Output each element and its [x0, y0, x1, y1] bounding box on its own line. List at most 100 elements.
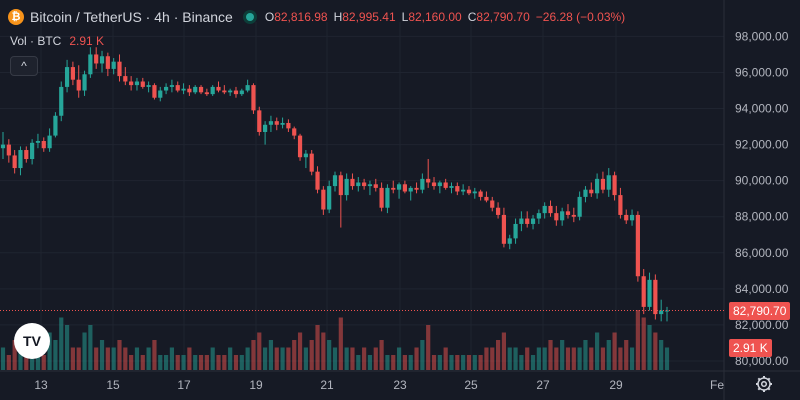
- chevron-up-icon: ^: [21, 59, 27, 73]
- candle-body: [385, 187, 390, 208]
- volume-bar: [6, 355, 11, 370]
- candle-body: [6, 144, 11, 156]
- volume-bar: [222, 355, 227, 370]
- candle-body: [245, 85, 250, 91]
- candle-body: [123, 76, 128, 82]
- candle-body: [466, 189, 472, 194]
- volume-bar: [356, 355, 361, 370]
- price-axis[interactable]: 98,000.00 96,000.00 94,000.00 92,000.00 90,0…: [735, 29, 789, 368]
- volume-bar: [117, 340, 122, 370]
- last-price-tag: 82,790.70: [729, 302, 791, 320]
- candle-body: [327, 186, 332, 210]
- volume-bar: [542, 347, 547, 370]
- candle-body: [519, 218, 524, 224]
- volume-label[interactable]: Vol · BTC: [10, 34, 62, 48]
- candle-body: [362, 182, 367, 187]
- volume-bar: [210, 347, 215, 370]
- candle-body: [297, 135, 303, 158]
- volume-bar: [664, 347, 670, 370]
- candle-body: [443, 182, 448, 188]
- volume-bar: [251, 340, 256, 370]
- volume-bar: [612, 332, 617, 370]
- volume-bar: [554, 347, 559, 370]
- candle-body: [257, 110, 262, 132]
- volume-bar: [292, 340, 297, 370]
- time-tick-label: 23: [393, 378, 407, 392]
- candle-body: [461, 189, 466, 192]
- volume-bar: [490, 347, 495, 370]
- volume-bar: [635, 310, 640, 370]
- ohlc-values: O82,816.98 H82,995.41 L82,160.00 C82,790…: [265, 10, 625, 24]
- tradingview-logo[interactable]: TV: [14, 323, 50, 359]
- candle-body: [129, 81, 134, 86]
- candle-body: [158, 90, 163, 98]
- volume-bar: [595, 332, 600, 370]
- candle-body: [484, 196, 489, 201]
- volume-bar: [99, 340, 105, 370]
- collapse-legend-button[interactable]: ^: [10, 56, 38, 76]
- price-tick-label: 80,000.00: [735, 354, 789, 368]
- candle-body: [30, 142, 35, 160]
- volume-bar: [414, 347, 419, 370]
- candle-body: [140, 81, 145, 87]
- volume-bar: [536, 347, 541, 370]
- volume-bar: [449, 355, 454, 370]
- candle-body: [629, 214, 635, 221]
- volume-bar: [12, 340, 17, 370]
- candle-body: [94, 54, 99, 64]
- volume-bar: [472, 355, 477, 370]
- volume-bar: [373, 347, 378, 370]
- candle-body: [280, 122, 285, 125]
- close-label: C: [467, 10, 477, 24]
- market-status-icon[interactable]: [242, 10, 257, 24]
- chart-legend: ₿ Bitcoin / TetherUS · 4h · Binance O82,…: [8, 6, 625, 28]
- time-axis[interactable]: 13 15 17 19 21 23 25 27 29 Fe: [34, 378, 724, 392]
- volume-bar: [175, 355, 180, 370]
- volume-bar: [169, 347, 175, 370]
- volume-bar: [560, 340, 565, 370]
- candle-body: [152, 85, 157, 98]
- price-tick-label: 86,000.00: [735, 246, 789, 260]
- candle-body: [198, 86, 204, 93]
- volume-bar: [455, 355, 460, 370]
- volume-bar: [391, 355, 396, 370]
- candle-body: [624, 214, 629, 221]
- candle-body: [501, 214, 507, 244]
- time-tick-label: 27: [536, 378, 550, 392]
- candle-body: [571, 214, 576, 217]
- volume-bar: [367, 355, 373, 370]
- candle-body: [525, 218, 530, 224]
- symbol-title[interactable]: Bitcoin / TetherUS · 4h · Binance: [30, 9, 233, 25]
- candle-body: [303, 153, 308, 158]
- candle-body: [641, 276, 646, 307]
- gear-icon[interactable]: [755, 375, 773, 393]
- candle-body: [495, 207, 501, 215]
- volume-bar: [659, 340, 664, 370]
- volume-bar: [123, 347, 128, 370]
- volume-bar: [41, 355, 46, 370]
- high-label: H: [333, 10, 343, 24]
- volume-bar: [140, 355, 145, 370]
- candle-body: [472, 191, 477, 194]
- volume-legend: Vol · BTC 2.91 K: [10, 33, 104, 49]
- time-tick-label: 25: [464, 378, 478, 392]
- volume-bar: [245, 347, 250, 370]
- candle-body: [426, 178, 431, 183]
- candle-body: [216, 86, 221, 91]
- price-tick-label: 82,000.00: [735, 318, 789, 332]
- volume-bar: [134, 347, 140, 370]
- candle-body: [187, 88, 192, 93]
- volume-bar: [129, 355, 134, 370]
- candle-body: [134, 81, 140, 86]
- volume-bar: [606, 340, 611, 370]
- volume-bar: [193, 355, 198, 370]
- price-tick-label: 94,000.00: [735, 102, 789, 116]
- candle-body: [175, 85, 180, 91]
- volume-bar: [315, 325, 320, 370]
- candle-body: [82, 74, 87, 91]
- candle-body: [239, 90, 244, 95]
- candle-body: [338, 175, 343, 196]
- volume-bar: [309, 340, 314, 370]
- candle-body: [414, 187, 419, 190]
